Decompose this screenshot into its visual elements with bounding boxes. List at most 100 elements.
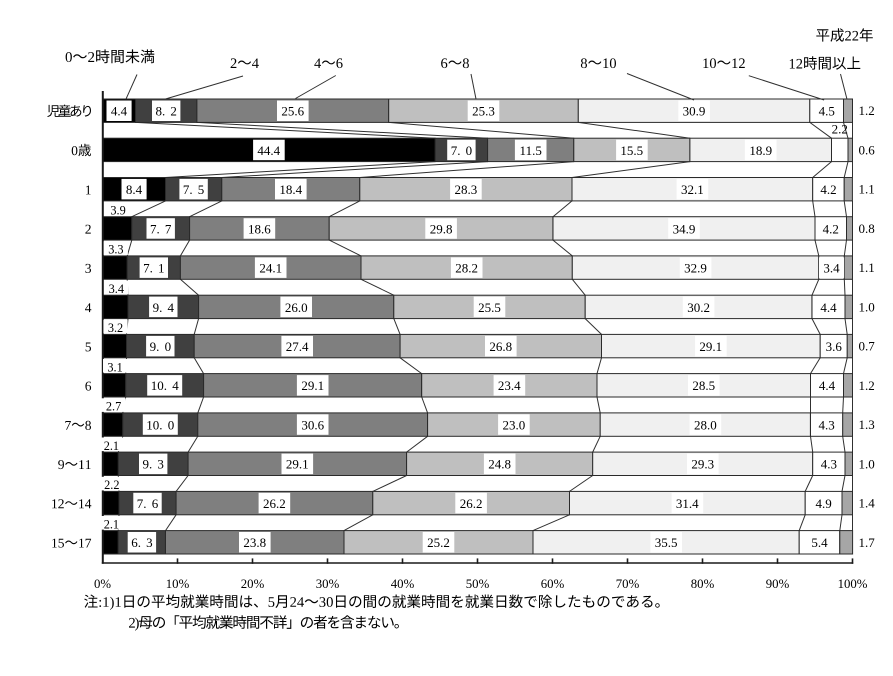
- svg-text:1.2: 1.2: [859, 378, 875, 393]
- svg-text:11.5: 11.5: [520, 143, 542, 158]
- svg-text:3.4: 3.4: [109, 282, 124, 296]
- svg-text:4.3: 4.3: [821, 457, 837, 472]
- svg-text:0: 0: [466, 143, 473, 158]
- svg-text:10.: 10.: [146, 418, 162, 433]
- svg-text:2.7: 2.7: [106, 400, 121, 414]
- svg-text:0%: 0%: [94, 577, 111, 591]
- svg-text:4.2: 4.2: [823, 221, 839, 236]
- svg-text:3: 3: [157, 457, 164, 472]
- svg-text:3: 3: [146, 535, 153, 550]
- svg-text:3.6: 3.6: [826, 339, 843, 354]
- svg-text:3.9: 3.9: [110, 203, 125, 217]
- svg-text:20%: 20%: [241, 577, 265, 591]
- svg-text:4.9: 4.9: [815, 496, 831, 511]
- svg-text:30.6: 30.6: [301, 418, 324, 433]
- svg-text:18.6: 18.6: [248, 221, 271, 236]
- svg-text:0.8: 0.8: [859, 221, 875, 236]
- svg-text:8.: 8.: [156, 104, 166, 119]
- svg-text:26.2: 26.2: [460, 496, 483, 511]
- svg-text:28.3: 28.3: [455, 182, 478, 197]
- svg-text:24.1: 24.1: [259, 261, 282, 276]
- svg-text:25.3: 25.3: [472, 104, 495, 119]
- svg-text:4: 4: [168, 300, 175, 315]
- svg-text:3.3: 3.3: [108, 243, 123, 257]
- svg-text:9.: 9.: [143, 457, 153, 472]
- svg-text:6.: 6.: [131, 535, 141, 550]
- svg-text:31.4: 31.4: [676, 496, 699, 511]
- svg-text:29.1: 29.1: [286, 457, 309, 472]
- svg-text:1.7: 1.7: [859, 535, 876, 550]
- svg-text:0.7: 0.7: [859, 339, 876, 354]
- svg-text:1.3: 1.3: [859, 417, 875, 432]
- svg-text:30%: 30%: [316, 577, 340, 591]
- svg-text:23.4: 23.4: [498, 378, 521, 393]
- svg-text:100%: 100%: [838, 577, 868, 591]
- svg-text:25.2: 25.2: [427, 535, 450, 550]
- svg-text:50%: 50%: [466, 577, 490, 591]
- svg-text:9.: 9.: [150, 339, 160, 354]
- svg-text:2.2: 2.2: [832, 121, 848, 136]
- svg-text:44.4: 44.4: [257, 143, 280, 158]
- svg-text:1.4: 1.4: [859, 496, 876, 511]
- svg-text:29.3: 29.3: [691, 457, 714, 472]
- svg-text:7: 7: [165, 221, 172, 236]
- svg-text:40%: 40%: [391, 577, 415, 591]
- svg-text:34.9: 34.9: [673, 221, 696, 236]
- svg-text:29.8: 29.8: [430, 221, 453, 236]
- svg-text:27.4: 27.4: [286, 339, 309, 354]
- svg-text:0: 0: [165, 339, 172, 354]
- svg-text:28.5: 28.5: [692, 378, 715, 393]
- svg-text:4.5: 4.5: [819, 104, 835, 119]
- svg-text:32.1: 32.1: [681, 182, 704, 197]
- svg-text:26.8: 26.8: [489, 339, 512, 354]
- svg-text:6: 6: [152, 496, 159, 511]
- svg-text:7.: 7.: [150, 221, 160, 236]
- svg-text:18.4: 18.4: [279, 182, 302, 197]
- svg-text:5: 5: [198, 182, 205, 197]
- svg-text:28.0: 28.0: [694, 418, 717, 433]
- svg-text:25.5: 25.5: [478, 300, 501, 315]
- svg-text:26.0: 26.0: [285, 300, 308, 315]
- svg-text:3.4: 3.4: [823, 261, 840, 276]
- svg-text:3.1: 3.1: [107, 360, 122, 374]
- svg-text:32.9: 32.9: [684, 261, 707, 276]
- svg-text:2.1: 2.1: [104, 517, 119, 531]
- svg-text:26.2: 26.2: [263, 496, 286, 511]
- svg-text:28.2: 28.2: [455, 261, 478, 276]
- svg-text:23.0: 23.0: [503, 418, 526, 433]
- svg-text:1.2: 1.2: [859, 103, 875, 118]
- svg-text:4.4: 4.4: [820, 300, 837, 315]
- svg-text:1.0: 1.0: [859, 299, 875, 314]
- svg-text:80%: 80%: [691, 577, 715, 591]
- svg-text:1.1: 1.1: [859, 260, 875, 275]
- svg-text:2.2: 2.2: [104, 478, 119, 492]
- svg-text:4.4: 4.4: [819, 378, 836, 393]
- svg-text:23.8: 23.8: [243, 535, 266, 550]
- svg-text:0: 0: [168, 418, 175, 433]
- svg-text:4.4: 4.4: [111, 104, 128, 119]
- svg-text:90%: 90%: [766, 577, 790, 591]
- svg-text:4: 4: [172, 378, 179, 393]
- svg-text:1.0: 1.0: [859, 456, 875, 471]
- svg-text:1: 1: [158, 261, 165, 276]
- svg-text:70%: 70%: [616, 577, 640, 591]
- svg-text:5.4: 5.4: [811, 535, 828, 550]
- svg-text:7.: 7.: [183, 182, 193, 197]
- svg-text:60%: 60%: [541, 577, 565, 591]
- svg-text:10.: 10.: [151, 378, 167, 393]
- svg-text:15.5: 15.5: [620, 143, 643, 158]
- svg-text:25.6: 25.6: [281, 104, 304, 119]
- svg-text:10%: 10%: [166, 577, 190, 591]
- svg-text:1.1: 1.1: [859, 182, 875, 197]
- svg-text:30.9: 30.9: [683, 104, 706, 119]
- svg-text:30.2: 30.2: [687, 300, 710, 315]
- svg-text:9.: 9.: [153, 300, 163, 315]
- svg-text:29.1: 29.1: [699, 339, 722, 354]
- svg-text:35.5: 35.5: [655, 535, 678, 550]
- svg-text:3.2: 3.2: [108, 321, 123, 335]
- svg-text:29.1: 29.1: [301, 378, 324, 393]
- svg-text:18.9: 18.9: [749, 143, 772, 158]
- svg-text:24.8: 24.8: [488, 457, 511, 472]
- svg-text:7.: 7.: [143, 261, 153, 276]
- svg-text:7.: 7.: [451, 143, 461, 158]
